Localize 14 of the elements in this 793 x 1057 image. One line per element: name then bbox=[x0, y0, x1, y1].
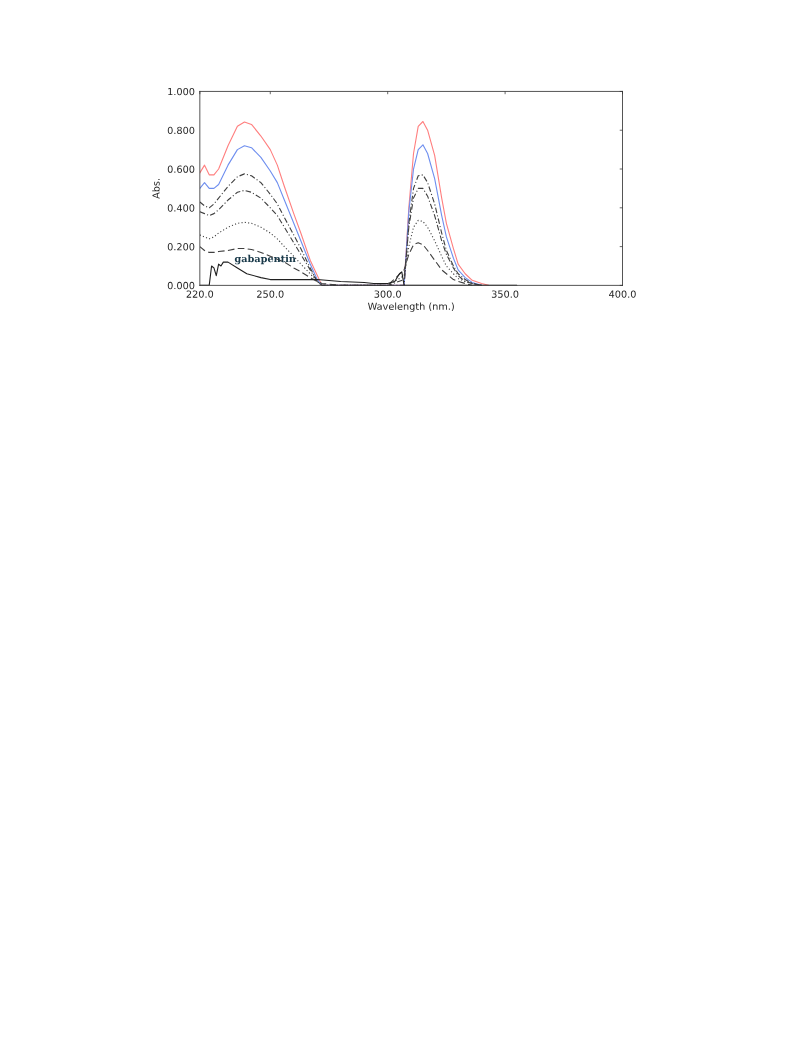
x-tick-label: 350.0 bbox=[491, 290, 519, 298]
x-tick-label: 250.0 bbox=[257, 290, 284, 298]
x-tick-label: 400.0 bbox=[609, 290, 636, 298]
y-tick-label: 1.000 bbox=[168, 87, 195, 96]
y-axis-title: Abs. bbox=[152, 178, 160, 199]
y-tick-label: 0.800 bbox=[167, 126, 195, 135]
y-tick-label: 0.600 bbox=[167, 165, 195, 173]
series-label: gabapentin bbox=[234, 254, 296, 265]
y-tick-label: 0.000 bbox=[167, 281, 195, 290]
y-tick-label: 0.400 bbox=[167, 204, 195, 212]
y-tick-label: 0.200 bbox=[167, 243, 195, 251]
x-axis-title: Wavelength (nm.) bbox=[367, 302, 454, 312]
x-tick-label: 300.0 bbox=[374, 290, 401, 298]
x-tick-label: 220.0 bbox=[186, 290, 214, 298]
